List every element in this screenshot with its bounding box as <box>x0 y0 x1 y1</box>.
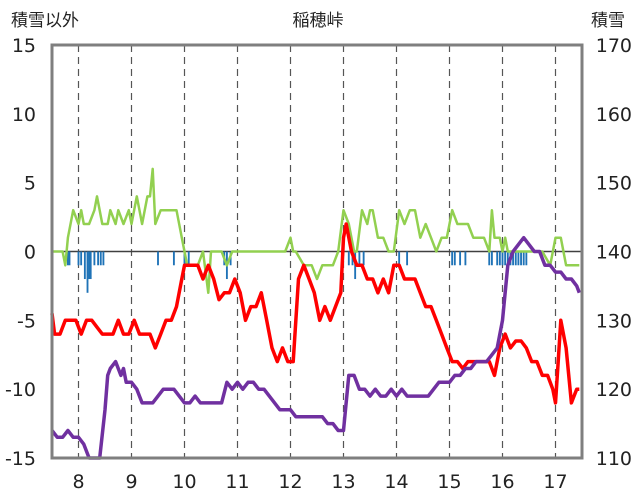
x-tick-label: 17 <box>543 471 567 493</box>
precip-bar <box>488 251 491 266</box>
precip-bar <box>453 251 456 266</box>
precip-bar <box>517 251 520 266</box>
precip-bar <box>99 251 102 266</box>
precip-bar <box>501 251 504 266</box>
x-tick-label: 9 <box>125 471 137 493</box>
right-tick-label: 140 <box>596 242 632 264</box>
x-tick-label: 12 <box>278 471 302 493</box>
series-line <box>50 222 580 405</box>
series-lines <box>50 167 581 460</box>
right-axis-title: 積雪 <box>591 11 625 31</box>
precip-bar <box>89 251 92 280</box>
precip-bar <box>504 251 507 266</box>
precip-bar <box>68 251 71 266</box>
precip-bar <box>77 251 80 266</box>
series-line <box>52 167 580 295</box>
left-axis-title: 積雪以外 <box>11 11 79 31</box>
tick-labels: 15 10 5 0 -5 -10 -15 170 160 150 140 130 120 110 8 9 10 1… <box>5 35 632 493</box>
right-tick-label: 160 <box>596 104 632 126</box>
left-tick-label: 0 <box>24 242 36 264</box>
left-tick-label: 10 <box>12 104 36 126</box>
precip-bar <box>406 251 409 266</box>
precip-bar <box>83 251 86 280</box>
x-tick-label: 14 <box>384 471 408 493</box>
precip-bar <box>490 251 493 266</box>
x-tick-label: 15 <box>437 471 461 493</box>
left-tick-label: -15 <box>5 448 36 470</box>
chart-title: 稲穂峠 <box>293 11 344 31</box>
precip-bar <box>398 251 401 266</box>
right-tick-label: 170 <box>596 35 632 57</box>
precip-bar <box>498 251 501 266</box>
precip-bar <box>97 251 100 266</box>
left-tick-label: -10 <box>5 379 36 401</box>
precip-bar <box>464 251 467 266</box>
plot-frame <box>50 43 584 460</box>
precip-bar <box>522 251 525 266</box>
x-tick-label: 13 <box>331 471 355 493</box>
right-tick-label: 110 <box>596 448 632 470</box>
precip-bar <box>157 251 159 266</box>
precip-bar <box>520 251 522 266</box>
right-tick-label: 150 <box>596 173 632 195</box>
series-line <box>50 235 581 460</box>
precip-bar <box>88 251 91 280</box>
left-tick-label: 15 <box>12 35 36 57</box>
precip-bar <box>506 251 509 266</box>
precip-bar <box>66 251 69 266</box>
precip-bar <box>514 251 517 266</box>
precip-bar <box>187 251 190 266</box>
precip-bar <box>358 251 361 266</box>
precip-bar <box>451 251 454 266</box>
x-tick-label: 11 <box>225 471 249 493</box>
x-tick-label: 8 <box>72 471 84 493</box>
precip-bar <box>172 251 175 266</box>
precip-bar <box>80 251 83 266</box>
precip-bar <box>459 251 462 266</box>
x-tick-label: 10 <box>172 471 196 493</box>
precip-bar <box>183 251 186 266</box>
precip-bar <box>86 251 89 293</box>
precip-bar <box>347 251 350 266</box>
right-tick-label: 130 <box>596 310 632 332</box>
left-tick-label: 5 <box>24 173 36 195</box>
precip-bar <box>362 251 365 266</box>
precip-bar <box>525 251 528 266</box>
precip-bar <box>93 251 96 266</box>
x-tick-label: 16 <box>490 471 514 493</box>
precip-bar <box>102 251 105 266</box>
precip-bar <box>496 251 499 266</box>
left-tick-label: -5 <box>17 310 36 332</box>
precip-bar <box>512 251 515 266</box>
right-tick-label: 120 <box>596 379 632 401</box>
